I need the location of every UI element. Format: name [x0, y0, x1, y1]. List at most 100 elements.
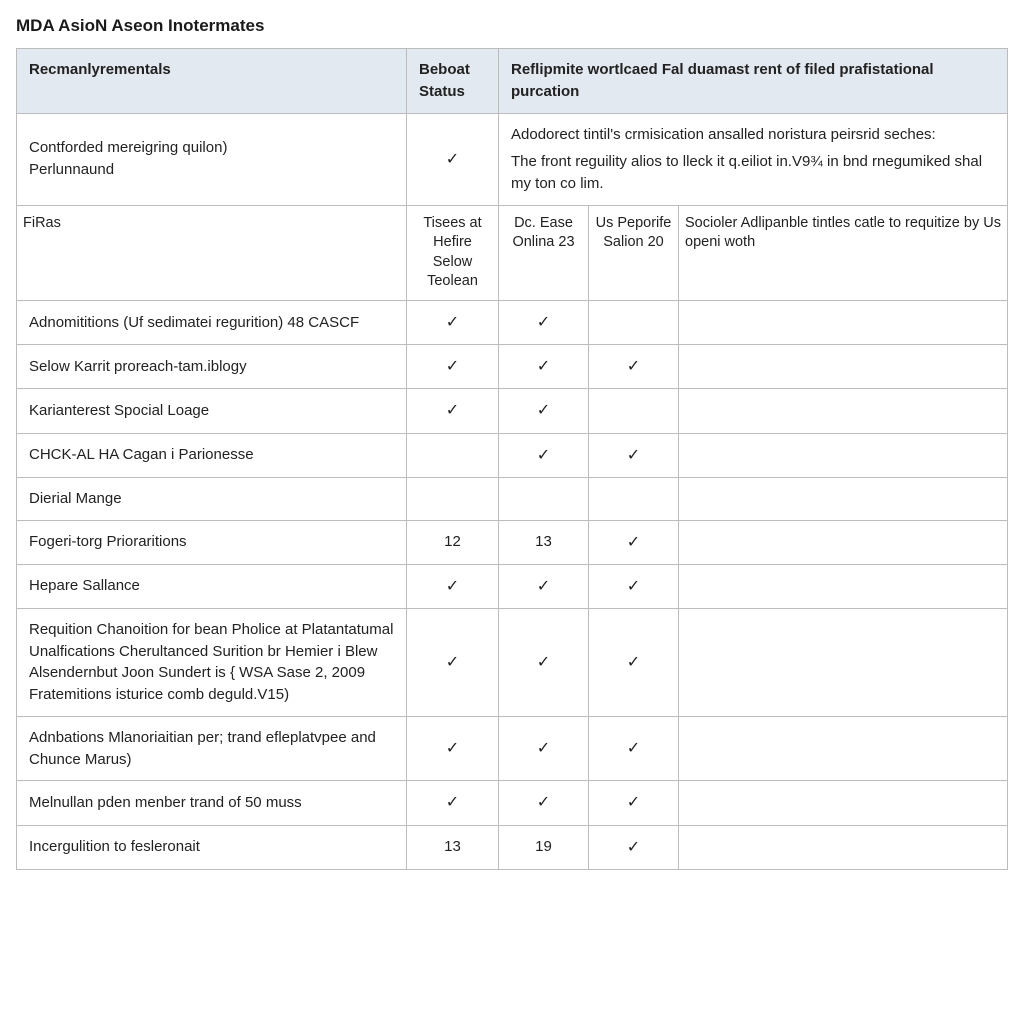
check-icon: ✓	[537, 740, 550, 757]
row-cell-a: 13	[407, 825, 499, 869]
row-label: Adnomititions (Uf sedimatei regurition) …	[17, 301, 407, 345]
row-cell-b: 19	[499, 825, 589, 869]
check-icon: ✓	[446, 358, 459, 375]
row-cell-b: 13	[499, 520, 589, 564]
row-notes	[679, 345, 1008, 389]
row-cell-b: ✓	[499, 608, 589, 716]
row-cell-a	[407, 477, 499, 520]
intro-check: ✓	[407, 113, 499, 205]
table-row: Selow Karrit proreach-tam.iblogy✓✓✓	[17, 345, 1008, 389]
table-row: Melnullan pden menber trand of 50 muss ✓ ✓…	[17, 781, 1008, 825]
row-label: Incergulition to fesleronait	[17, 825, 407, 869]
row-cell-a: ✓	[407, 716, 499, 781]
row-notes	[679, 477, 1008, 520]
table-row: Dierial Mange	[17, 477, 1008, 520]
intro-row: Contforded mereigring quilon) Perlunnaun…	[17, 113, 1008, 205]
table-row: Fogeri-torg Prioraritions1213 ✓	[17, 520, 1008, 564]
table-row: Incergulition to fesleronait1319 ✓	[17, 825, 1008, 869]
row-cell-b: ✓	[499, 564, 589, 608]
table-row: Adnbations Mlanoriaitian per; trand efle…	[17, 716, 1008, 781]
subcol-notes: Socioler Adlipanble tintles catle to req…	[679, 205, 1008, 300]
col-header-requirements: Recmanlyrementals	[17, 49, 407, 114]
check-icon: ✓	[537, 578, 550, 595]
row-cell-b: ✓	[499, 433, 589, 477]
check-icon: ✓	[446, 314, 459, 331]
check-icon: ✓	[627, 578, 640, 595]
row-cell-b	[499, 477, 589, 520]
table-header-row: Recmanlyrementals Beboat Status Reflipmi…	[17, 49, 1008, 114]
row-notes	[679, 520, 1008, 564]
intro-desc: Adodorect tintil's crmisication ansalled…	[499, 113, 1008, 205]
sub-header-row: FiRas Tisees at Hefire Selow Teolean Dc.…	[17, 205, 1008, 300]
check-icon: ✓	[627, 447, 640, 464]
row-label: Requition Chanoition for bean Pholice at…	[17, 608, 407, 716]
check-icon: ✓	[537, 314, 550, 331]
row-notes	[679, 608, 1008, 716]
check-icon: ✓	[537, 447, 550, 464]
intro-desc-line2: The front reguility alios to lleck it q.…	[511, 151, 995, 195]
table-row: CHCK-AL HA Cagan i Parionesse ✓ ✓	[17, 433, 1008, 477]
compliance-table: Recmanlyrementals Beboat Status Reflipmi…	[16, 48, 1008, 870]
row-label: Karianterest Spocial Loage	[17, 389, 407, 433]
check-icon: ✓	[446, 740, 459, 757]
check-icon: ✓	[446, 654, 459, 671]
row-cell-c: ✓	[589, 520, 679, 564]
row-notes	[679, 433, 1008, 477]
check-icon: ✓	[537, 402, 550, 419]
row-cell-c: ✓	[589, 433, 679, 477]
row-cell-c	[589, 301, 679, 345]
row-cell-a: ✓	[407, 301, 499, 345]
row-notes	[679, 716, 1008, 781]
subcol-c: Us Peporife Salion 20	[589, 205, 679, 300]
subcol-a: Tisees at Hefire Selow Teolean	[407, 205, 499, 300]
row-cell-b: ✓	[499, 389, 589, 433]
row-label: Adnbations Mlanoriaitian per; trand efle…	[17, 716, 407, 781]
row-cell-c: ✓	[589, 564, 679, 608]
row-notes	[679, 825, 1008, 869]
intro-label: Contforded mereigring quilon) Perlunnaun…	[17, 113, 407, 205]
row-label: Melnullan pden menber trand of 50 muss	[17, 781, 407, 825]
check-icon: ✓	[537, 358, 550, 375]
row-cell-a: ✓	[407, 389, 499, 433]
check-icon: ✓	[446, 151, 459, 168]
row-cell-a: ✓	[407, 608, 499, 716]
check-icon: ✓	[627, 794, 640, 811]
table-row: Karianterest Spocial Loage ✓ ✓	[17, 389, 1008, 433]
check-icon: ✓	[627, 534, 640, 551]
table-row: Hepare Sallance ✓ ✓ ✓	[17, 564, 1008, 608]
row-cell-a: ✓	[407, 345, 499, 389]
col-header-status: Beboat Status	[407, 49, 499, 114]
check-icon: ✓	[537, 794, 550, 811]
col-header-description: Reflipmite wortlcaed Fal duamast rent of…	[499, 49, 1008, 114]
row-notes	[679, 389, 1008, 433]
row-cell-b: ✓	[499, 781, 589, 825]
row-notes	[679, 301, 1008, 345]
check-icon: ✓	[446, 794, 459, 811]
subcol-ref: FiRas	[17, 205, 407, 300]
page-title: MDA AsioN Aseon Inotermates	[16, 16, 1008, 36]
check-icon: ✓	[446, 578, 459, 595]
row-cell-c: ✓	[589, 608, 679, 716]
row-notes	[679, 564, 1008, 608]
check-icon: ✓	[537, 654, 550, 671]
row-cell-a	[407, 433, 499, 477]
row-cell-c	[589, 389, 679, 433]
row-cell-c: ✓	[589, 781, 679, 825]
row-cell-b: ✓	[499, 716, 589, 781]
check-icon: ✓	[627, 358, 640, 375]
row-cell-a: 12	[407, 520, 499, 564]
row-label: Hepare Sallance	[17, 564, 407, 608]
row-cell-c	[589, 477, 679, 520]
check-icon: ✓	[446, 402, 459, 419]
row-label: CHCK-AL HA Cagan i Parionesse	[17, 433, 407, 477]
row-cell-a: ✓	[407, 564, 499, 608]
check-icon: ✓	[627, 839, 640, 856]
row-cell-b: ✓	[499, 301, 589, 345]
row-label: Fogeri-torg Prioraritions	[17, 520, 407, 564]
row-cell-c: ✓	[589, 345, 679, 389]
intro-desc-line1: Adodorect tintil's crmisication ansalled…	[511, 124, 995, 146]
check-icon: ✓	[627, 654, 640, 671]
row-label: Dierial Mange	[17, 477, 407, 520]
check-icon: ✓	[627, 740, 640, 757]
row-cell-a: ✓	[407, 781, 499, 825]
